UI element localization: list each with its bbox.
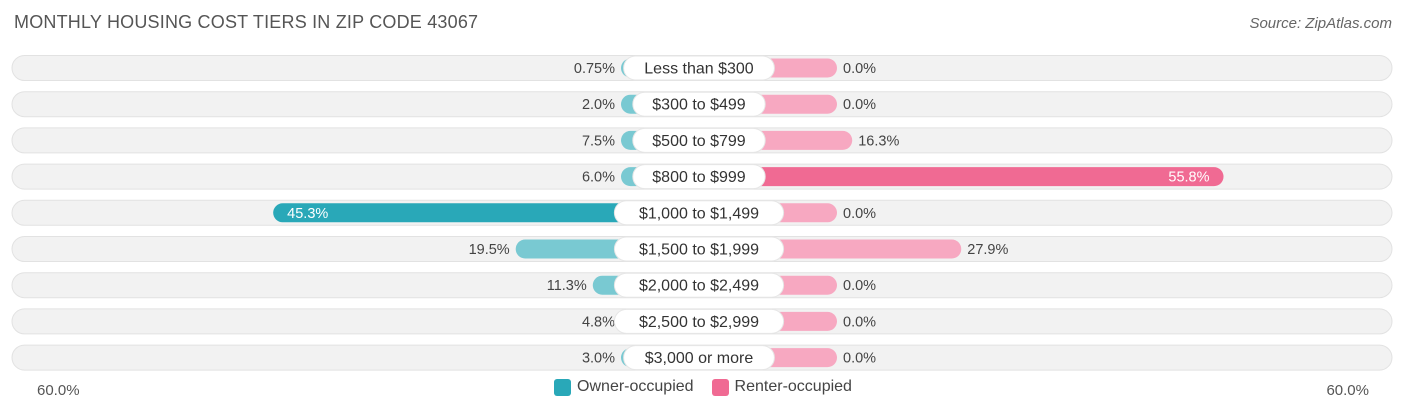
renter-value-label: 0.0%	[843, 61, 876, 77]
category-pill	[623, 345, 775, 371]
category-label: $1,000 to $1,499	[639, 205, 759, 222]
renter-value-label: 0.0%	[843, 206, 876, 222]
renter-value-label: 0.0%	[843, 97, 876, 113]
owner-value-label: 4.8%	[582, 314, 615, 330]
category-label: $1,500 to $1,999	[639, 242, 759, 259]
category-pill	[632, 91, 766, 117]
category-pill	[623, 55, 775, 81]
owner-value-label: 11.3%	[547, 278, 587, 294]
legend-swatch-renter	[711, 378, 729, 396]
category-label: $300 to $499	[652, 97, 746, 114]
category-pill	[632, 164, 766, 190]
category-label: $2,000 to $2,499	[639, 278, 759, 295]
category-pill	[613, 272, 785, 298]
owner-value-label: 7.5%	[582, 133, 615, 149]
renter-value-label: 0.0%	[843, 351, 876, 367]
legend-swatch-owner	[554, 378, 572, 396]
renter-value-label: 0.0%	[843, 314, 876, 330]
category-pill	[613, 236, 785, 262]
category-label: Less than $300	[644, 61, 754, 78]
category-label: $2,500 to $2,999	[639, 314, 759, 331]
owner-value-label: 2.0%	[582, 97, 615, 113]
category-pill	[613, 308, 785, 334]
chart-title: MONTHLY HOUSING COST TIERS IN ZIP CODE 4…	[14, 12, 479, 32]
owner-value-label: 45.3%	[287, 206, 328, 222]
category-label: $3,000 or more	[645, 350, 754, 367]
chart-source: Source: ZipAtlas.com	[1249, 15, 1392, 32]
axis-max-label: 60.0%	[1326, 382, 1369, 399]
owner-value-label: 19.5%	[469, 242, 510, 258]
legend-item-owner[interactable]: Owner-occupied	[554, 378, 694, 396]
legend: Owner-occupied Renter-occupied	[0, 378, 1406, 396]
owner-value-label: 6.0%	[582, 170, 615, 186]
renter-value-label: 16.3%	[858, 133, 899, 149]
category-pill	[632, 127, 766, 153]
axis-min-label: 60.0%	[37, 382, 80, 399]
renter-value-label: 0.0%	[843, 278, 876, 294]
category-pill	[613, 200, 785, 226]
category-label: $800 to $999	[652, 169, 746, 186]
legend-label-owner: Owner-occupied	[577, 378, 694, 395]
legend-item-renter[interactable]: Renter-occupied	[711, 378, 852, 396]
owner-bar	[273, 203, 699, 223]
owner-value-label: 0.75%	[574, 61, 615, 77]
legend-label-renter: Renter-occupied	[734, 378, 852, 395]
renter-value-label: 55.8%	[1168, 170, 1209, 186]
owner-value-label: 3.0%	[582, 351, 615, 367]
renter-value-label: 27.9%	[967, 242, 1008, 258]
renter-bar	[699, 167, 1224, 187]
category-label: $500 to $799	[652, 133, 746, 150]
